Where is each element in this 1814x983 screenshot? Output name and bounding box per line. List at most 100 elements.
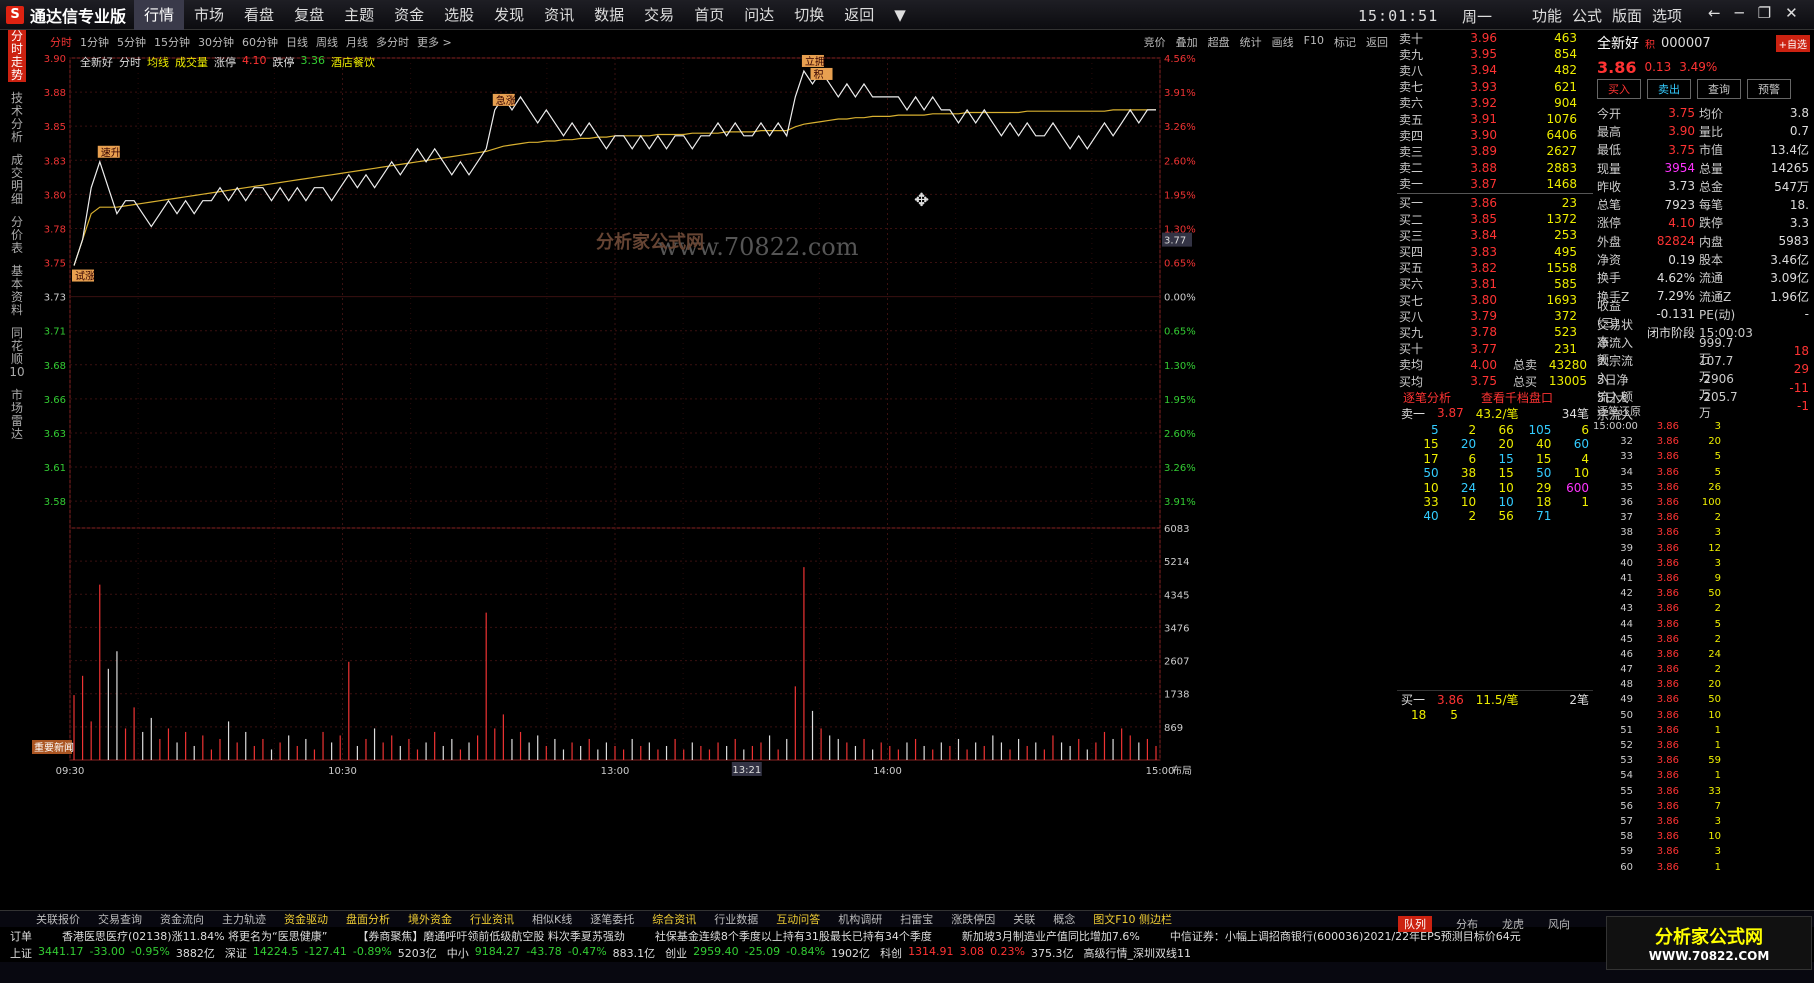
function-link-2[interactable]: 资金流向 xyxy=(160,913,204,926)
news-item[interactable]: 【券商聚焦】磨通呼吁领前低级航空股 料次季夏苏强劲 xyxy=(357,929,625,943)
function-link-12[interactable]: 互动问答 xyxy=(776,913,821,926)
function-link-14[interactable]: 扫雷宝 xyxy=(900,913,934,926)
news-item[interactable]: 社保基金连续8个季度以上持有31股最长已持有34个季度 xyxy=(654,929,932,943)
function-link-5[interactable]: 盘面分析 xyxy=(346,913,390,926)
news-item[interactable]: 新加坡3月制造业产值同比增加7.6% xyxy=(961,929,1140,943)
menu-item-9[interactable]: 数据 xyxy=(594,6,625,24)
function-link-16[interactable]: 关联 xyxy=(1013,913,1036,926)
menu-item-12[interactable]: 问达 xyxy=(744,6,775,24)
left-tab-2[interactable]: 成交明细 xyxy=(10,153,23,206)
right-menu-item-0[interactable]: 功能 xyxy=(1532,7,1563,25)
menu-item-10[interactable]: 交易 xyxy=(644,6,675,24)
minimize-icon[interactable]: ─ xyxy=(1734,4,1744,22)
left-tab-1[interactable]: 技术分析 xyxy=(10,91,23,144)
menu-item-1[interactable]: 市场 xyxy=(194,6,225,24)
right-tab-0[interactable]: 队列 xyxy=(1398,916,1432,932)
period-5[interactable]: 60分钟 xyxy=(242,36,278,49)
tool-7[interactable]: 返回 xyxy=(1366,36,1388,49)
period-2[interactable]: 5分钟 xyxy=(117,36,146,49)
intraday-chart[interactable]: 3.90 4.56% 3.88 3.91% 3.85 3.26% 3.83 2.60% 3.80… xyxy=(28,30,1398,942)
trade-button-2[interactable]: 查询 xyxy=(1697,79,1741,99)
add-watchlist-button[interactable]: +自选 xyxy=(1775,34,1810,52)
menu-item-6[interactable]: 选股 xyxy=(444,6,475,24)
period-8[interactable]: 月线 xyxy=(346,36,368,49)
menu-item-4[interactable]: 主题 xyxy=(344,6,375,24)
tool-5[interactable]: F10 xyxy=(1303,34,1324,47)
period-4[interactable]: 30分钟 xyxy=(198,36,234,49)
menu-item-13[interactable]: 切换 xyxy=(794,6,825,24)
function-link-9[interactable]: 逐笔委托 xyxy=(590,913,635,926)
news-item[interactable]: 香港医思医疗(02138)涨11.84% 将更名为“医思健康” xyxy=(62,929,328,943)
right-tab-1[interactable]: 分布 xyxy=(1456,918,1478,931)
news-badge[interactable]: 重要新闻 xyxy=(34,741,74,754)
tool-1[interactable]: 叠加 xyxy=(1175,36,1198,49)
period-10[interactable]: 更多 > xyxy=(417,36,452,49)
menu-item-0[interactable]: 行情 xyxy=(134,0,185,30)
index-item[interactable]: 中小 9184.27 -43.78 -0.47% 883.1亿 xyxy=(447,945,655,961)
function-link-6[interactable]: 境外资金 xyxy=(408,913,452,926)
function-link-7[interactable]: 行业资讯 xyxy=(470,913,514,926)
index-item[interactable]: 创业 2959.40 -25.09 -0.84% 1902亿 xyxy=(665,945,870,961)
menu-item-11[interactable]: 首页 xyxy=(694,6,725,24)
menu-item-14[interactable]: 返回 xyxy=(844,6,875,24)
function-link-8[interactable]: 相似K线 xyxy=(532,913,573,926)
menu-item-8[interactable]: 资讯 xyxy=(544,6,575,24)
function-link-13[interactable]: 机构调研 xyxy=(838,913,883,926)
tick-analysis-link[interactable]: 逐笔分析 xyxy=(1403,390,1452,405)
trade-button-3[interactable]: 预警 xyxy=(1747,79,1791,99)
tool-0[interactable]: 竞价 xyxy=(1143,36,1166,49)
index-item[interactable]: 科创 1314.91 3.08 0.23% 375.3亿 xyxy=(880,945,1073,961)
tool-3[interactable]: 统计 xyxy=(1239,36,1262,49)
period-1[interactable]: 1分钟 xyxy=(80,36,109,49)
ob-volume: 1372 xyxy=(1546,212,1577,227)
function-link-11[interactable]: 行业数据 xyxy=(714,913,759,926)
index-item[interactable]: 上证 3441.17 -33.00 -0.95% 3882亿 xyxy=(10,945,215,961)
left-tab-4[interactable]: 基本资料 xyxy=(10,264,23,317)
menu-item-2[interactable]: 看盘 xyxy=(244,6,275,24)
tool-6[interactable]: 标记 xyxy=(1334,36,1356,49)
period-9[interactable]: 多分时 xyxy=(376,36,409,49)
trade-button-1[interactable]: 卖出 xyxy=(1647,79,1691,99)
left-tab-6[interactable]: 市场雷达 xyxy=(10,388,23,441)
trade-row: 42 3.86 50 xyxy=(1593,586,1814,601)
info-value2: 3.46亿 xyxy=(1770,253,1809,268)
menu-item-7[interactable]: 发现 xyxy=(494,6,525,24)
left-tab-0[interactable]: 分时走势 xyxy=(8,30,26,82)
right-menu-item-3[interactable]: 选项 xyxy=(1652,7,1683,25)
queue-cell: 10 xyxy=(1423,480,1439,495)
period-7[interactable]: 周线 xyxy=(316,36,338,49)
tool-2[interactable]: 超盘 xyxy=(1207,36,1230,49)
queue-cell: 6 xyxy=(1468,451,1477,466)
chart-svg[interactable]: 3.90 4.56% 3.88 3.91% 3.85 3.26% 3.83 2.60% 3.80… xyxy=(28,30,1398,910)
right-tab-3[interactable]: 风向 xyxy=(1548,918,1570,931)
function-link-0[interactable]: 关联报价 xyxy=(36,913,80,926)
period-0[interactable]: 分时 xyxy=(50,36,72,49)
news-item[interactable]: 中信证券：小幅上调招商银行(600036)2021/22年EPS预测目标价64元 xyxy=(1169,929,1521,943)
menu-item-5[interactable]: 资金 xyxy=(394,6,425,24)
left-tab-3[interactable]: 分价表 xyxy=(10,215,23,255)
depth-link[interactable]: 查看千档盘口 xyxy=(1481,390,1554,405)
restore-icon[interactable]: ❐ xyxy=(1757,4,1772,22)
function-link-4[interactable]: 资金驱动 xyxy=(284,913,328,926)
left-tab-5[interactable]: 同花顺10 xyxy=(9,326,25,379)
right-tab-2[interactable]: 龙虎 xyxy=(1502,918,1524,931)
menu-item-15[interactable]: ▼ xyxy=(894,5,906,24)
period-3[interactable]: 15分钟 xyxy=(154,36,190,49)
function-link-15[interactable]: 涨跌停因 xyxy=(951,913,996,926)
tool-4[interactable]: 画线 xyxy=(1271,36,1294,49)
index-item[interactable]: 深证 14224.5 -127.41 -0.89% 5203亿 xyxy=(225,945,437,961)
menu-item-3[interactable]: 复盘 xyxy=(294,6,325,24)
function-link-3[interactable]: 主力轨迹 xyxy=(222,913,266,926)
period-6[interactable]: 日线 xyxy=(286,36,308,49)
function-link-17[interactable]: 概念 xyxy=(1053,913,1076,926)
sidebar-toggle[interactable]: 图文F10 侧边栏 xyxy=(1093,913,1173,926)
trade-button-0[interactable]: 买入 xyxy=(1597,79,1641,99)
news-item[interactable]: 订单 xyxy=(10,929,32,943)
close-icon[interactable]: ✕ xyxy=(1785,4,1798,22)
right-menu-item-1[interactable]: 公式 xyxy=(1572,7,1603,25)
news-badge-bg[interactable] xyxy=(32,740,72,754)
function-link-10[interactable]: 综合资讯 xyxy=(652,913,697,926)
function-link-1[interactable]: 交易查询 xyxy=(98,913,142,926)
back-icon[interactable]: ← xyxy=(1708,4,1721,22)
right-menu-item-2[interactable]: 版面 xyxy=(1612,7,1643,25)
